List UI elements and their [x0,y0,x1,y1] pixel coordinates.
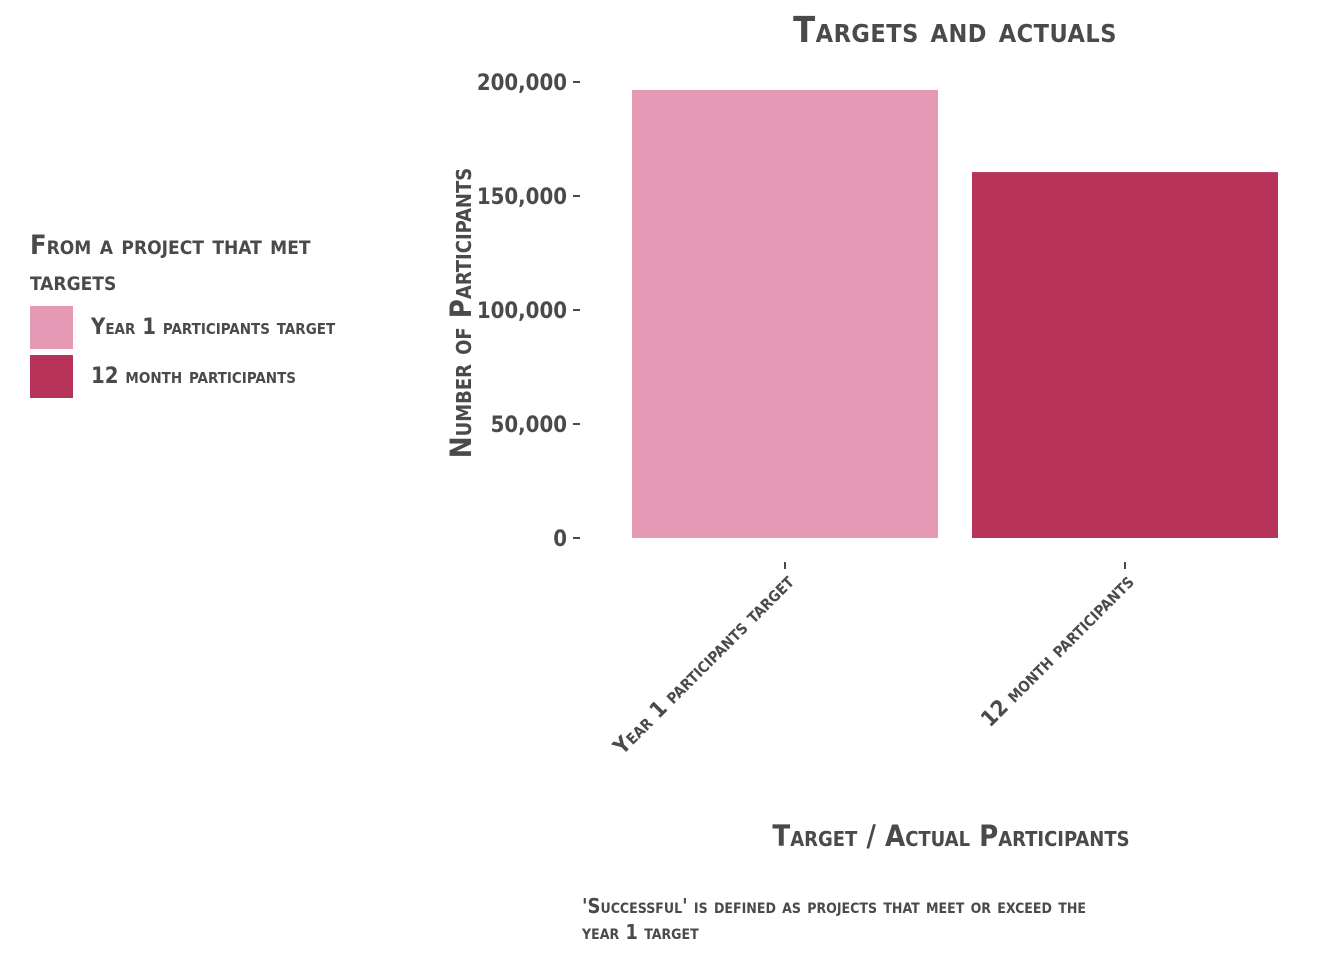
legend-label: Year 1 participants target [91,315,336,340]
legend-title: From a project that met targets [30,230,311,297]
y-axis-label: Number of Participants [444,168,478,458]
legend-item-12-month: 12 month participants [30,355,360,398]
legend-label: 12 month participants [91,364,297,389]
y-tick-label: 200,000 [477,71,567,96]
bar [632,89,938,538]
x-axis: Year 1 participants target 12 month parti… [608,562,1139,761]
x-tick-label: Year 1 participants target [608,569,800,761]
caption: 'Successful' is defined as projects that… [582,894,1086,944]
y-axis: 0 50,000 100,000 150,000 200,000 [477,71,580,552]
y-tick-label: 0 [553,527,567,552]
legend-swatch [30,306,73,349]
y-tick-label: 100,000 [477,299,567,324]
legend: From a project that met targets Year 1 p… [30,228,360,398]
x-axis-label: Target / Actual Participants [772,819,1129,853]
chart-title: Targets and actuals [793,10,1117,51]
y-tick-label: 50,000 [491,413,567,438]
bar [972,172,1278,538]
y-tick-label: 150,000 [477,185,567,210]
legend-item-year1-target: Year 1 participants target [30,306,360,349]
x-tick-label: 12 month participants [977,570,1140,733]
legend-swatch [30,355,73,398]
bars [632,89,1278,538]
